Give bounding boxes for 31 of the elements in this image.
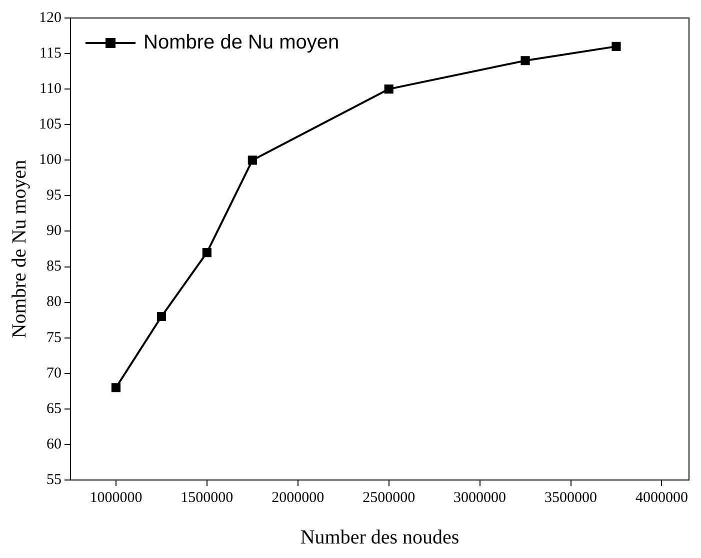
y-tick-label: 100 (39, 152, 62, 168)
y-tick-label: 70 (46, 365, 62, 382)
y-tick-label: 90 (46, 223, 62, 240)
x-tick-label: 1000000 (90, 490, 142, 506)
point (156, 312, 166, 322)
x-tick-label: 1500000 (180, 490, 234, 506)
y-tick-label: 80 (46, 294, 62, 310)
y-tick-label: 110 (40, 81, 62, 98)
y-tick-label: 65 (46, 400, 62, 417)
x-tick-label: 4000000 (635, 490, 688, 506)
x-tick-label: 3000000 (454, 490, 506, 506)
point (111, 383, 121, 392)
y-tick-label: 55 (46, 472, 62, 488)
y-tick-label: 105 (39, 116, 62, 133)
y-tick-label: 95 (46, 188, 62, 204)
x-tick-label: 2000000 (272, 490, 324, 506)
x-axis-title: Number des noudes (300, 526, 460, 548)
y-tick-label: 75 (46, 330, 62, 346)
y-tick-label: 115 (40, 45, 62, 62)
y-tick-label: 120 (39, 10, 62, 26)
point (520, 56, 530, 66)
point (384, 84, 394, 94)
legend-label: Nombre de Nu moyen (144, 32, 340, 54)
y-tick-label: 85 (46, 258, 62, 275)
point (612, 42, 621, 51)
point (202, 248, 212, 258)
x-tick-label: 2500000 (362, 490, 416, 506)
y-tick-label: 60 (46, 436, 62, 452)
point (248, 156, 257, 165)
y-axis-title: Nombre de Nu moyen (8, 160, 30, 338)
x-tick-label: 3500000 (544, 490, 598, 506)
